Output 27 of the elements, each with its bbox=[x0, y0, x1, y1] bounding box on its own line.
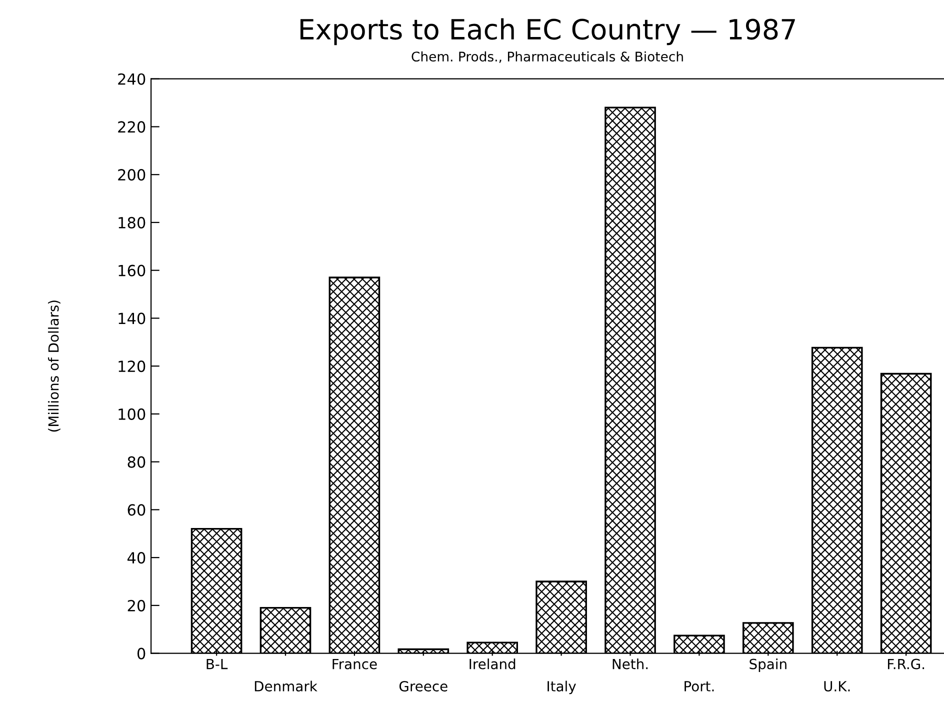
y-tick-label: 40 bbox=[127, 552, 146, 564]
x-tick-label: France bbox=[332, 658, 377, 670]
y-tick-label: 140 bbox=[118, 312, 146, 324]
y-tick-label: 20 bbox=[128, 600, 146, 612]
y-tick-label: 0 bbox=[137, 648, 146, 660]
y-tick-label: 220 bbox=[118, 121, 146, 133]
y-axis-title: (Millions of Dollars) bbox=[48, 300, 60, 432]
x-tick-label: F.R.G. bbox=[888, 658, 924, 670]
y-tick-label: 120 bbox=[118, 360, 146, 372]
chart-subtitle: Chem. Prods., Pharmaceuticals & Biotech bbox=[412, 51, 683, 63]
x-tick-label: U.K. bbox=[824, 681, 850, 692]
x-tick-label: B-L bbox=[206, 658, 228, 670]
y-tick-label: 180 bbox=[118, 216, 146, 228]
x-tick-label: Spain bbox=[750, 658, 786, 672]
y-tick-label: 60 bbox=[128, 504, 146, 516]
x-tick-label: Denmark bbox=[254, 680, 318, 692]
chart-title: Exports to Each EC Country — 1987 bbox=[300, 18, 795, 46]
y-tick-label: 160 bbox=[118, 264, 146, 276]
x-tick-label: Greece bbox=[399, 680, 448, 692]
y-tick-label: 200 bbox=[118, 169, 146, 181]
x-tick-label: Italy bbox=[548, 680, 576, 694]
x-tick-label: Neth. bbox=[612, 658, 648, 670]
x-tick-label: Ireland bbox=[470, 658, 516, 670]
y-tick-label: 100 bbox=[118, 408, 146, 420]
y-tick-label: 80 bbox=[128, 456, 146, 468]
y-tick-label: 240 bbox=[118, 73, 146, 85]
x-tick-label: Port. bbox=[684, 681, 714, 692]
